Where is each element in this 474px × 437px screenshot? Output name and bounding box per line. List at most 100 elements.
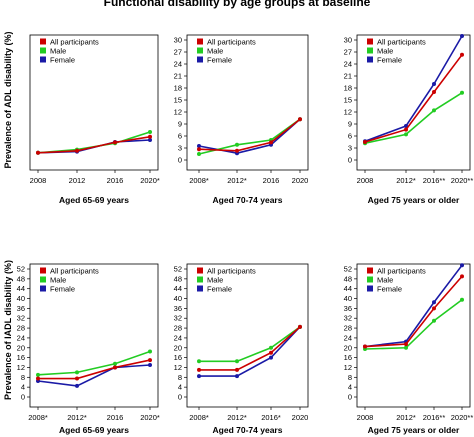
legend-entry: Male [207, 276, 223, 285]
x-tick-label: 2008 [357, 176, 374, 185]
data-point [36, 150, 40, 155]
legend-entry: Male [207, 47, 223, 56]
y-tick-label: 16 [174, 353, 182, 362]
y-tick-label: 52 [344, 265, 352, 274]
legend-swatch [40, 267, 46, 274]
x-axis-title: Aged 65-69 years [59, 195, 129, 205]
series-line-male [364, 299, 463, 350]
data-point [75, 370, 79, 375]
data-point [460, 90, 464, 95]
legend-swatch [367, 38, 373, 45]
y-tick-label: 30 [174, 36, 182, 45]
data-point [404, 342, 408, 347]
data-point [432, 300, 436, 305]
x-axis-title: Aged 65-69 years [59, 425, 129, 435]
data-point [197, 152, 201, 156]
data-point [197, 147, 201, 152]
data-point [148, 358, 152, 363]
series-line-male [37, 131, 151, 154]
legend-entry: Female [50, 56, 75, 65]
data-point [113, 361, 117, 366]
legend-swatch [197, 47, 203, 54]
data-point [75, 148, 79, 153]
legend-entry: Female [207, 285, 232, 294]
data-point [432, 82, 436, 86]
legend-entry: Male [50, 276, 66, 285]
y-axis-label-iadl: Prevalence of IADL disability (%) [3, 260, 13, 400]
x-tick-label: 2016* [261, 413, 281, 422]
x-tick-label: 2012 [69, 176, 86, 185]
data-point [269, 140, 273, 145]
y-tick-label: 48 [174, 274, 182, 283]
y-tick-label: 21 [344, 72, 352, 81]
y-tick-label: 20 [344, 343, 352, 352]
legend-entry: Female [50, 285, 75, 294]
x-axis-title: Aged 75 years or older [368, 425, 460, 435]
plot-frame [356, 263, 471, 408]
legend-swatch [40, 285, 46, 292]
data-point [460, 297, 464, 302]
x-tick-label: 2020* [140, 176, 160, 185]
y-tick-label: 9 [348, 120, 352, 129]
data-point [197, 367, 201, 372]
y-tick-label: 24 [344, 333, 352, 342]
y-tick-label: 18 [174, 84, 182, 93]
x-tick-label: 2012* [67, 413, 87, 422]
x-tick-label: 2016 [107, 413, 124, 422]
data-point [404, 345, 408, 350]
data-point [269, 355, 273, 360]
y-tick-label: 28 [174, 324, 182, 333]
x-tick-label: 2016** [423, 176, 446, 185]
data-point [235, 367, 239, 372]
y-tick-label: 3 [348, 144, 352, 153]
y-tick-label: 3 [178, 144, 182, 153]
y-tick-label: 4 [348, 383, 352, 392]
data-point [75, 376, 79, 381]
y-tick-label: 8 [348, 373, 352, 382]
data-point [75, 383, 79, 388]
legend-swatch [367, 47, 373, 54]
y-tick-label: 15 [174, 96, 182, 105]
legend-entry: All participants [377, 267, 426, 276]
y-tick-label: 0 [21, 393, 25, 402]
data-point [235, 359, 239, 364]
x-tick-label: 2008* [28, 413, 48, 422]
data-point [235, 142, 239, 147]
legend-entry: Female [377, 285, 402, 294]
data-point [432, 90, 436, 94]
y-tick-label: 27 [344, 48, 352, 57]
legend-swatch [197, 276, 203, 283]
series-line-female [364, 264, 463, 348]
legend-entry: All participants [377, 38, 426, 47]
x-tick-label: 2020 [292, 176, 309, 185]
y-tick-label: 36 [344, 304, 352, 313]
y-tick-label: 8 [21, 373, 25, 382]
x-tick-label: 2020** [451, 176, 474, 185]
y-tick-label: 36 [174, 304, 182, 313]
data-point [404, 132, 408, 137]
y-tick-label: 44 [344, 284, 352, 293]
x-axis-title: Aged 70-74 years [213, 195, 283, 205]
legend-entry: All participants [207, 267, 256, 276]
y-tick-label: 4 [178, 383, 182, 392]
y-tick-label: 18 [344, 84, 352, 93]
data-point [298, 324, 302, 329]
x-tick-label: 2008* [189, 413, 209, 422]
y-tick-label: 32 [174, 314, 182, 323]
legend-entry: All participants [50, 38, 99, 47]
series-line-male [364, 92, 463, 144]
x-tick-label: 2020** [451, 413, 474, 422]
y-tick-label: 6 [348, 132, 352, 141]
y-tick-label: 40 [17, 294, 25, 303]
y-tick-label: 24 [17, 333, 25, 342]
plot-frame [186, 34, 309, 171]
x-tick-label: 2020* [140, 413, 160, 422]
data-point [113, 140, 117, 145]
legend-swatch [40, 276, 46, 283]
legend-swatch [197, 285, 203, 292]
y-tick-label: 44 [174, 284, 182, 293]
legend-swatch [40, 38, 46, 45]
legend-entry: All participants [207, 38, 256, 47]
